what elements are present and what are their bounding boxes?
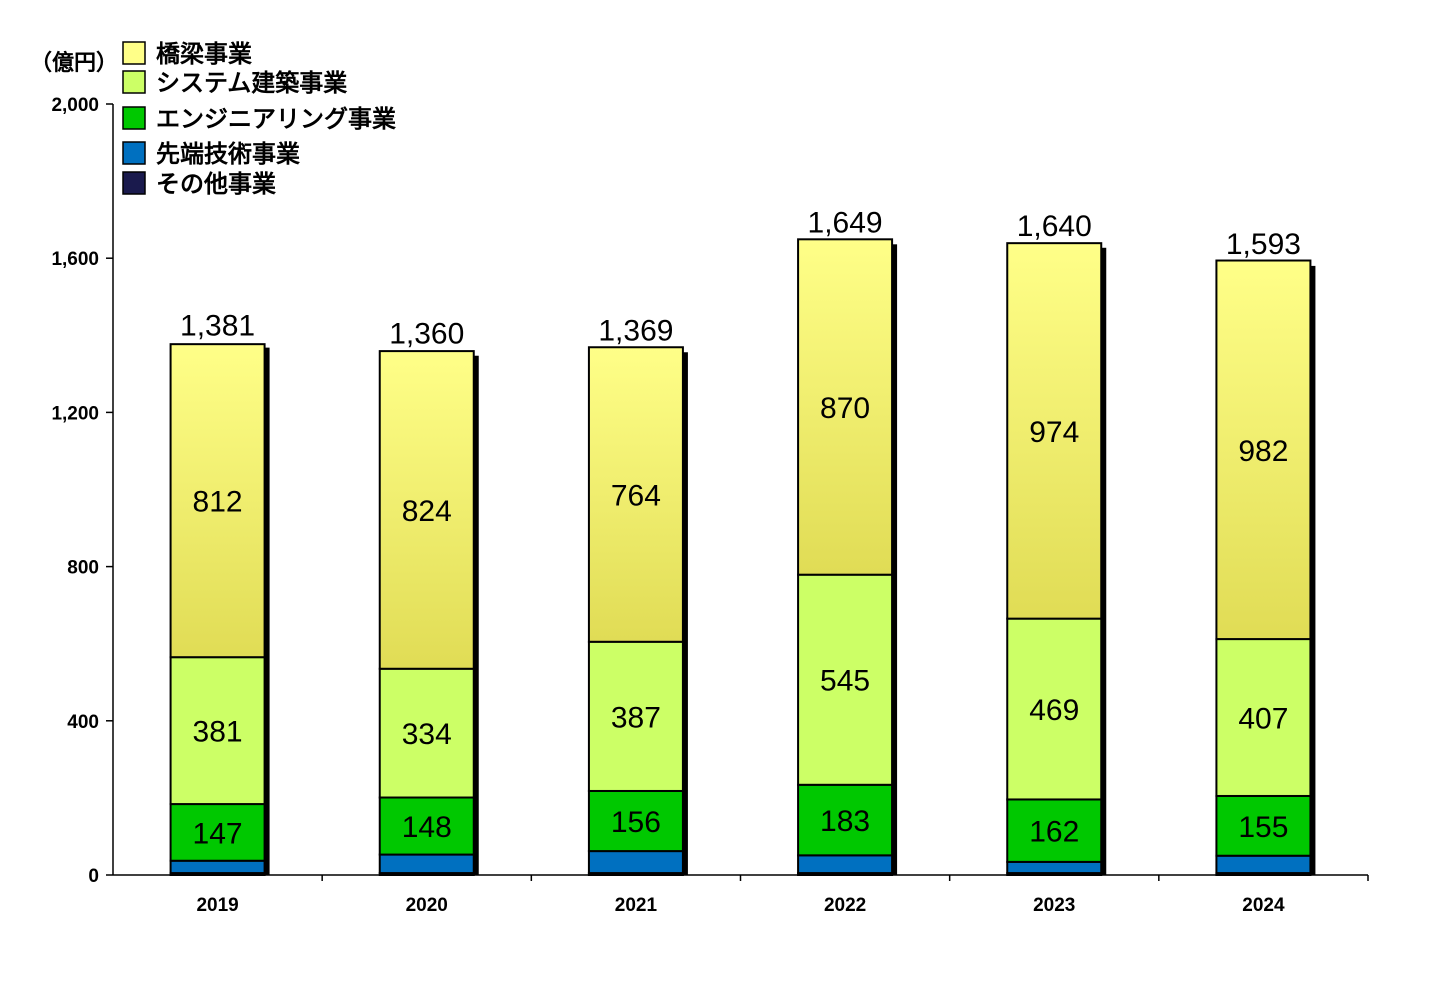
- segment-value-label: 155: [1238, 811, 1288, 844]
- bar-total-label: 1,360: [389, 318, 464, 351]
- segment-value-label: 870: [820, 392, 870, 425]
- bar-stack-2022: 183 545 870 1,649: [797, 206, 898, 877]
- x-tick-label: 2024: [1242, 895, 1285, 916]
- y-tick-label: 1,600: [51, 249, 99, 270]
- axes: 0 400 800 1,200 1,600 2,000 2019 2020 2021 2022 20…: [51, 95, 1369, 916]
- legend-swatch: [122, 171, 146, 195]
- legend-label: その他事業: [156, 170, 276, 198]
- legend-label: 橋梁事業: [156, 40, 252, 68]
- bar-segment-2023-4: [1006, 242, 1103, 620]
- legend-swatch: [122, 106, 146, 130]
- y-tick-label: 0: [88, 866, 99, 887]
- bar-segment-2020-3: [378, 667, 475, 799]
- bar-total-label: 1,649: [808, 206, 883, 239]
- x-tick-label: 2019: [196, 895, 238, 916]
- segment-value-label: 824: [402, 495, 452, 528]
- bar-total-label: 1,369: [598, 314, 673, 347]
- legend-swatch: [122, 141, 146, 165]
- bar-segment-2020-2: [378, 796, 475, 856]
- x-tick-label: 2020: [406, 895, 448, 916]
- x-tick-label: 2023: [1033, 895, 1075, 916]
- bar-stack-2023: 162 469 974 1,640: [1006, 210, 1107, 877]
- bar-segment-2022-1: [797, 854, 894, 875]
- bar-segment-2022-2: [797, 783, 894, 857]
- legend-item: エンジニアリング事業: [122, 105, 396, 133]
- bar-segment-2019-4: [169, 343, 266, 659]
- legend-item: その他事業: [122, 170, 276, 198]
- bar-segment-2022-3: [797, 573, 894, 786]
- legend-label: システム建築事業: [156, 69, 347, 97]
- unit-label: （億円）: [30, 50, 118, 76]
- segment-value-label: 545: [820, 665, 870, 698]
- bar-segment-2021-4: [587, 346, 684, 643]
- segment-value-label: 982: [1238, 435, 1288, 468]
- y-tick-label: 800: [67, 558, 99, 579]
- y-tick-label: 400: [67, 712, 99, 733]
- legend-label: 先端技術事業: [156, 140, 300, 168]
- bar-segment-2023-3: [1006, 617, 1103, 801]
- bar-segment-2019-2: [169, 803, 266, 862]
- legend-item: 先端技術事業: [122, 140, 300, 168]
- legend-swatch: [122, 41, 146, 65]
- bar-segment-2019-3: [169, 656, 266, 806]
- legend-label: エンジニアリング事業: [156, 105, 396, 133]
- bar-segment-2021-2: [587, 789, 684, 853]
- segment-value-label: 147: [193, 817, 243, 850]
- bar-segment-2021-1: [587, 850, 684, 875]
- segment-value-label: 334: [402, 718, 452, 751]
- bars: 147 381 812 1,381 148 334 824 1,360 156 387 764 1,3…: [169, 206, 1316, 877]
- bar-segment-2020-1: [378, 853, 475, 875]
- y-tick-label: 1,200: [51, 403, 99, 424]
- bar-segment-2021-3: [587, 640, 684, 792]
- bar-segment-2024-4: [1215, 259, 1312, 641]
- bar-segment-2019-1: [169, 859, 266, 875]
- segment-value-label: 387: [611, 701, 661, 734]
- legend-swatch: [122, 70, 146, 94]
- bar-segment-2024-1: [1215, 854, 1312, 875]
- bar-stack-2020: 148 334 824 1,360: [378, 318, 479, 877]
- bar-total-label: 1,381: [180, 310, 255, 343]
- x-tick-label: 2022: [824, 895, 866, 916]
- bar-segment-2020-4: [378, 350, 475, 670]
- bar-segment-2022-4: [797, 238, 894, 576]
- segment-value-label: 156: [611, 806, 661, 839]
- segment-value-label: 974: [1029, 416, 1079, 449]
- x-tick-label: 2021: [615, 895, 658, 916]
- segment-value-label: 407: [1238, 703, 1288, 736]
- legend-item: 橋梁事業: [122, 40, 252, 68]
- segment-value-label: 148: [402, 811, 452, 844]
- segment-value-label: 812: [193, 486, 243, 519]
- segment-value-label: 764: [611, 480, 661, 513]
- bar-stack-2024: 155 407 982 1,593: [1215, 228, 1316, 877]
- y-tick-label: 2,000: [51, 95, 99, 116]
- legend-item: システム建築事業: [122, 69, 347, 97]
- bar-stack-2019: 147 381 812 1,381: [169, 310, 270, 877]
- segment-value-label: 183: [820, 805, 870, 838]
- bar-total-label: 1,593: [1226, 228, 1301, 261]
- segment-value-label: 469: [1029, 694, 1079, 727]
- segment-value-label: 162: [1029, 816, 1079, 849]
- bar-stack-2021: 156 387 764 1,369: [587, 314, 688, 877]
- segment-value-label: 381: [193, 716, 243, 749]
- bar-segment-2023-1: [1006, 860, 1103, 875]
- bar-total-label: 1,640: [1017, 210, 1092, 243]
